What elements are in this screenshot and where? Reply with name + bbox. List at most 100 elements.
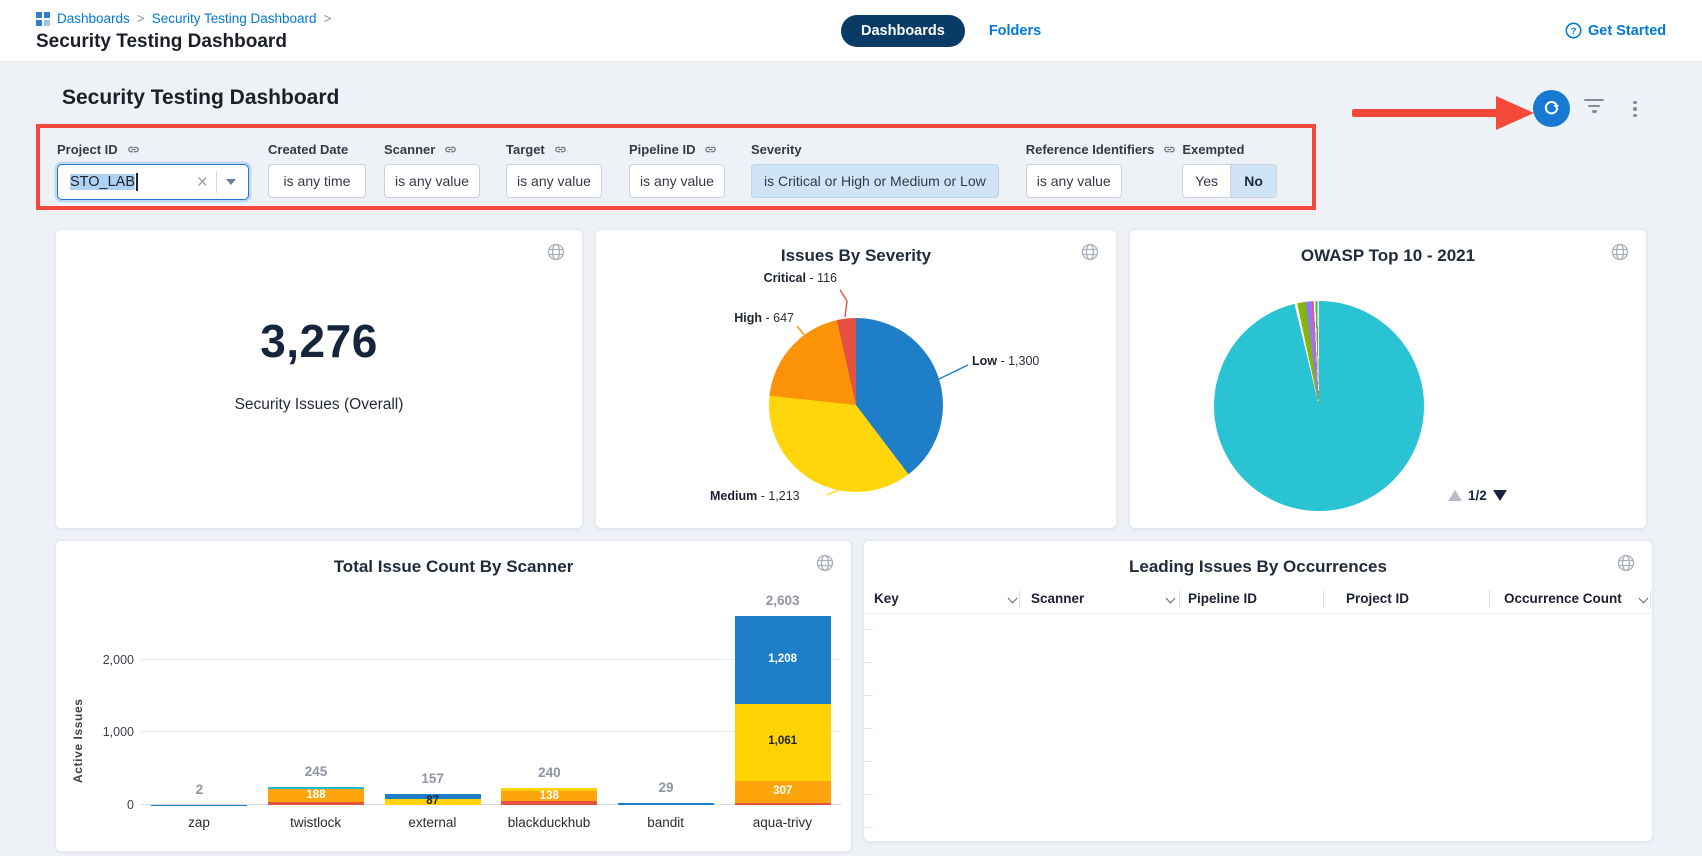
bar-segment (501, 787, 598, 792)
row-separator (864, 827, 873, 828)
bar-stack-bandit (618, 802, 714, 805)
bar-segment (501, 801, 598, 805)
filter-group-pipeline-id: Pipeline ID is any value (629, 140, 725, 198)
breadcrumb-current[interactable]: Security Testing Dashboard (151, 11, 317, 26)
filter-chip-target[interactable]: is any value (506, 164, 602, 198)
chart-title: OWASP Top 10 - 2021 (1300, 246, 1476, 265)
tab-dashboards[interactable]: Dashboards (841, 15, 965, 47)
link-icon (553, 142, 568, 157)
bar-segment-label: 87 (426, 795, 440, 808)
filter-chip-created-date[interactable]: is any time (268, 164, 366, 198)
filter-label: Scanner (384, 140, 480, 158)
filter-row: Project ID STO_LAB × Created Date is any tim… (57, 140, 1278, 200)
filter-label: Exempted (1182, 140, 1277, 158)
bar-segment (734, 803, 831, 805)
pie-pagination: 1/2 (1448, 488, 1507, 503)
row-separator (864, 662, 873, 663)
globe-icon[interactable] (815, 553, 835, 578)
project-id-input[interactable]: STO_LAB × (57, 164, 249, 200)
toggle-option-no[interactable]: No (1229, 165, 1277, 197)
gridline (141, 658, 841, 660)
globe-icon[interactable] (1080, 242, 1100, 267)
x-axis-category-label: blackduckhub (507, 815, 591, 830)
dropdown-caret-icon[interactable] (226, 179, 236, 185)
filter-label: Reference Identifiers (1026, 140, 1178, 158)
bar-segment: 87 (384, 795, 481, 808)
page-indicator: 1/2 (1468, 488, 1487, 503)
bar-total-label: 245 (304, 764, 328, 780)
pie-leader-line (816, 480, 843, 496)
card-leading-issues-by-occurrences: Leading Issues By Occurrences Key Scanner… (863, 540, 1653, 842)
annotation-arrow-head (1496, 96, 1534, 130)
card-issues-by-severity: Issues By Severity Low - 1,300 Medium - 1… (595, 229, 1117, 529)
more-options-button[interactable] (1629, 97, 1641, 121)
pie-leader-lines (791, 289, 969, 496)
bar-segment (618, 802, 714, 805)
filter-chip-reference-identifiers[interactable]: is any value (1025, 164, 1122, 198)
row-separator (864, 695, 873, 696)
x-axis-category-label: aqua-trivy (752, 815, 812, 830)
tab-folders[interactable]: Folders (988, 23, 1042, 39)
link-icon (443, 142, 458, 157)
row-separator (864, 761, 873, 762)
filter-group-scanner: Scanner is any value (384, 140, 480, 198)
column-header-pipeline-id: Pipeline ID (1188, 591, 1258, 606)
filter-button[interactable] (1583, 99, 1605, 117)
y-axis-ticks: 0 1,000 2,000 (56, 595, 134, 812)
globe-icon[interactable] (546, 242, 566, 267)
column-separator (1179, 590, 1180, 608)
table-header-divider (864, 613, 1652, 614)
row-separator (864, 794, 873, 795)
card-owasp-top-10: OWASP Top 10 - 2021 1/2 (1129, 229, 1647, 529)
stat-label: Security Issues (Overall) (234, 396, 404, 413)
breadcrumb-dashboards[interactable]: Dashboards (57, 11, 130, 26)
pie-slice-label: Low - 1,300 (972, 354, 1040, 368)
bar-segment: 138 (501, 790, 598, 802)
chart-title: Issues By Severity (780, 246, 932, 265)
page-down-icon[interactable] (1492, 490, 1507, 501)
column-header-occurrence-count[interactable]: Occurrence Count (1504, 591, 1622, 606)
bar-stack-aqua-trivy: 1,208 1,061 307 (734, 615, 831, 805)
chart-title: Total Issue Count By Scanner (333, 557, 574, 576)
bar-total-label: 29 (658, 779, 674, 795)
column-separator (1650, 590, 1651, 608)
card-issue-count-by-scanner: Total Issue Count By Scanner Active Issu… (55, 540, 852, 852)
filter-chip-pipeline-id[interactable]: is any value (629, 164, 725, 198)
get-started-link[interactable]: ? Get Started (1565, 22, 1666, 39)
get-started-label: Get Started (1588, 22, 1667, 39)
bar-total-label: 2,603 (765, 592, 800, 608)
severity-pie-labels: Low - 1,300 Medium - 1,213 High - 647 Criti… (596, 230, 1116, 528)
breadcrumb: Dashboards > Security Testing Dashboard … (36, 11, 331, 26)
bar-segment (268, 802, 364, 805)
globe-icon[interactable] (1616, 553, 1636, 578)
toggle-option-yes[interactable]: Yes (1183, 165, 1230, 197)
clear-icon[interactable]: × (196, 171, 208, 193)
exempted-toggle: Yes No (1182, 164, 1278, 198)
y-axis-tick: 0 (127, 798, 134, 812)
filter-chip-scanner[interactable]: is any value (384, 164, 480, 198)
filter-label: Project ID (57, 140, 249, 158)
help-icon: ? (1565, 22, 1582, 39)
row-separator (864, 629, 873, 630)
refresh-button[interactable] (1533, 90, 1570, 127)
text-cursor (136, 173, 138, 191)
filter-input-value: STO_LAB (70, 174, 136, 190)
pie-leader-line (839, 289, 848, 318)
column-separator (1323, 590, 1324, 608)
column-header-key[interactable]: Key (874, 591, 899, 606)
globe-icon[interactable] (1610, 242, 1630, 267)
bar-chart-plot: 2 zap 188 245 twistlock 87 157 external 138 240 bl… (141, 592, 841, 830)
y-axis-tick: 2,000 (102, 652, 134, 667)
link-icon (1162, 142, 1177, 157)
bar-segment: 188 (268, 788, 364, 803)
column-header-scanner[interactable]: Scanner (1031, 591, 1085, 606)
link-icon (126, 142, 141, 157)
dashboards-grid-icon (36, 11, 50, 26)
filter-group-created-date: Created Date is any time (268, 140, 366, 198)
page-up-icon[interactable] (1448, 490, 1462, 501)
breadcrumb-separator: > (323, 11, 332, 26)
bar-stack-twistlock: 188 (268, 787, 364, 805)
filter-label-text: Created Date (268, 141, 349, 157)
filter-label: Severity (751, 140, 999, 158)
filter-chip-severity[interactable]: is Critical or High or Medium or Low (751, 164, 999, 198)
